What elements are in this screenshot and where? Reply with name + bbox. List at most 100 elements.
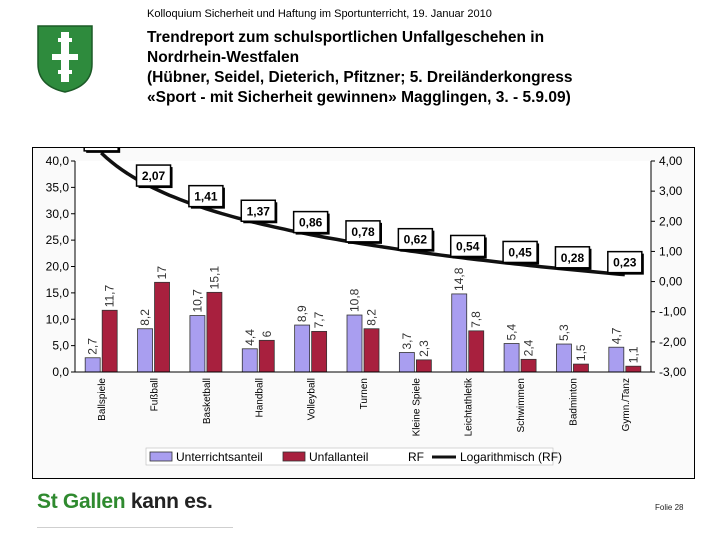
bar-unfallanteil <box>311 330 328 373</box>
y-right-tick-label: 4,00 <box>659 154 683 168</box>
bar-unfallanteil <box>363 328 380 373</box>
y-left-tick-label: 5,0 <box>52 339 69 353</box>
bar-unterrichtsanteil <box>556 343 572 373</box>
rf-value-label: 0,62 <box>404 233 428 247</box>
bar-label-unterrichtsanteil: 8,9 <box>295 305 309 322</box>
y-right-tick-label: -3,00 <box>659 365 687 379</box>
bar-unfallanteil <box>101 309 118 373</box>
bar-label-unterrichtsanteil: 10,8 <box>348 288 362 312</box>
y-left-tick-label: 35,0 <box>46 180 70 194</box>
rf-value-label: 0,78 <box>351 225 375 239</box>
bar-label-unterrichtsanteil: 5,3 <box>557 324 571 341</box>
y-left-tick-label: 30,0 <box>46 207 70 221</box>
rf-value-label: 1,41 <box>194 190 218 204</box>
bar-label-unfallanteil: 1,5 <box>574 344 588 361</box>
bar-unterrichtsanteil <box>241 348 258 373</box>
category-label: Badminton <box>568 378 579 426</box>
chart-frame: 0,0 5,0 10,0 15,0 20,0 25,0 30,0 35,0 40,0 -3,00 -… <box>32 147 695 479</box>
bar-label-unterrichtsanteil: 4,4 <box>243 329 257 346</box>
rf-value-label: 0,45 <box>508 245 532 259</box>
rf-box <box>135 164 172 187</box>
title-line: Trendreport zum schulsportlichen Unfallg… <box>147 29 545 46</box>
y-right-tick-label: 1,00 <box>659 244 683 258</box>
category-label: Volleyball <box>307 378 318 420</box>
legend-label-rf: RF <box>408 450 424 464</box>
rf-box <box>83 148 119 152</box>
bar-label-unterrichtsanteil: 2,7 <box>86 338 100 355</box>
legend-swatch-unfallanteil <box>282 451 306 462</box>
rf-value-label: 2,07 <box>142 169 166 183</box>
bar-label-unfallanteil: 15,1 <box>207 266 221 290</box>
y-left-tick-label: 25,0 <box>46 233 70 247</box>
bar-unterrichtsanteil <box>503 343 520 373</box>
bar-label-unterrichtsanteil: 14,8 <box>452 267 466 291</box>
chart: 0,0 5,0 10,0 15,0 20,0 25,0 30,0 35,0 40,0 -3,00 -… <box>46 148 687 466</box>
rf-box <box>188 184 224 208</box>
bar-unterrichtsanteil <box>294 324 311 373</box>
bar-label-unfallanteil: 7,8 <box>469 311 483 328</box>
rf-value-label: 1,37 <box>247 204 271 218</box>
legend-label-trendline: Logarithmisch (RF) <box>460 450 562 464</box>
category-label: Schwimmen <box>516 378 527 432</box>
rf-box <box>449 234 486 258</box>
title-line: Nordrhein-Westfalen <box>147 49 300 66</box>
st-gallen-logo: St Gallen kann es. <box>37 490 213 514</box>
bar-label-unfallanteil: 17 <box>155 266 169 280</box>
bar-label-unfallanteil: 1,1 <box>626 346 640 363</box>
rf-box <box>554 246 591 269</box>
category-label: Leichtathletik <box>464 377 475 436</box>
rf-value-label: 0,86 <box>299 216 323 230</box>
category-label: Handball <box>254 378 265 417</box>
slide-header: Kolloquium Sicherheit und Haftung im Spo… <box>147 8 492 20</box>
bar-label-unterrichtsanteil: 8,2 <box>138 309 152 326</box>
category-label: Gymn./Tanz <box>621 378 632 431</box>
rf-box <box>607 250 643 274</box>
category-label: Fußball <box>150 378 161 411</box>
title-line: (Hübner, Seidel, Dieterich, Pfitzner; 5.… <box>147 69 573 86</box>
bar-unfallanteil <box>468 330 485 373</box>
legend-box <box>145 447 554 466</box>
title-line: «Sport - mit Sicherheit gewinnen» Maggli… <box>147 89 571 106</box>
bar-label-unfallanteil: 7,7 <box>312 311 326 328</box>
bar-label-unterrichtsanteil: 4,7 <box>609 327 623 344</box>
st-gallen-crest-icon <box>37 25 93 93</box>
legend-label-unterrichtsanteil: Unterrichtsanteil <box>176 450 263 464</box>
rf-value-label: 0,23 <box>613 256 637 270</box>
bar-unfallanteil <box>625 365 642 373</box>
bar-label-unfallanteil: 2,3 <box>417 340 431 357</box>
y-right-tick-label: -1,00 <box>659 305 687 319</box>
rf-box <box>240 199 277 223</box>
bar-unfallanteil <box>520 358 537 373</box>
y-left-tick-label: 20,0 <box>46 260 70 274</box>
rf-value-label: 0,54 <box>456 239 480 253</box>
logo-part1: St Gallen <box>37 490 126 513</box>
y-left-tick-label: 40,0 <box>46 154 70 168</box>
bar-unfallanteil <box>415 359 432 373</box>
rf-box <box>502 240 538 264</box>
bar-unfallanteil <box>258 339 275 373</box>
y-left-tick-label: 10,0 <box>46 312 70 326</box>
y-right-tick-label: 0,00 <box>659 275 683 289</box>
category-label: Turnen <box>359 378 370 409</box>
rf-box <box>397 227 434 251</box>
legend-swatch-unterrichtsanteil <box>149 451 173 462</box>
y-right-tick-label: -2,00 <box>659 335 687 349</box>
bar-unterrichtsanteil <box>346 314 363 373</box>
rf-box <box>345 220 381 243</box>
bar-label-unfallanteil: 8,2 <box>365 309 379 326</box>
bar-label-unterrichtsanteil: 10,7 <box>190 289 204 313</box>
bar-unterrichtsanteil <box>398 352 415 373</box>
bar-unterrichtsanteil <box>608 346 625 373</box>
bar-label-unfallanteil: 6 <box>260 330 274 337</box>
rf-box <box>292 210 329 234</box>
bar-label-unfallanteil: 2,4 <box>522 339 536 356</box>
bar-unterrichtsanteil <box>189 315 206 373</box>
bar-label-unfallanteil: 11,7 <box>103 284 117 307</box>
bar-unterrichtsanteil <box>137 328 153 373</box>
bar-unfallanteil <box>206 291 223 373</box>
logo-part2: kann es. <box>130 490 213 513</box>
bar-label-unterrichtsanteil: 3,7 <box>400 332 414 349</box>
slide-title: Trendreport zum schulsportlichen Unfallg… <box>147 28 707 108</box>
slide-number: Folie 28 <box>655 503 684 512</box>
category-label: Kleine Spiele <box>411 378 422 437</box>
